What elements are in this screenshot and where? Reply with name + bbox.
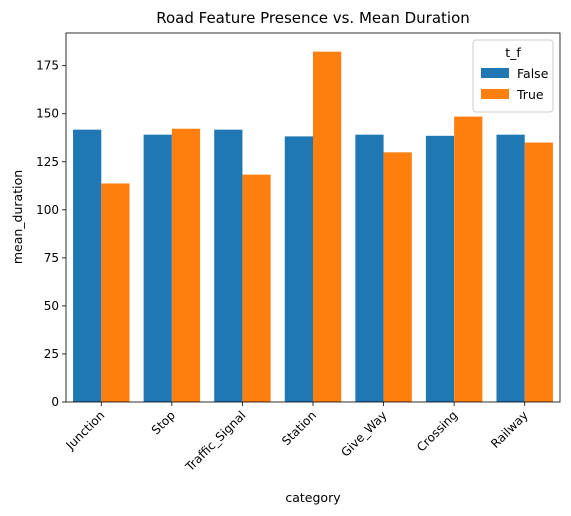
x-ticks: Junction Stop Traffic_Signal Station Give_Wa…	[63, 402, 531, 475]
bar-stop-false	[143, 134, 172, 403]
legend: t_f False True	[472, 39, 554, 113]
bar-give_way-false	[355, 134, 384, 403]
y-ticks: 0 25 50 75 100 125 150 175	[36, 59, 66, 409]
x-tick-label: Junction	[63, 408, 108, 453]
bar-station-true	[313, 51, 342, 403]
x-axis-label: category	[285, 490, 341, 505]
bar-crossing-true	[454, 116, 483, 402]
chart-title: Road Feature Presence vs. Mean Duration	[156, 9, 470, 27]
y-axis-label: mean_duration	[10, 170, 25, 264]
y-tick-label: 100	[36, 203, 59, 217]
bar-railway-false	[496, 134, 525, 403]
bar-traffic_signal-true	[242, 174, 271, 402]
bar-junction-true	[101, 183, 130, 402]
legend-label-false: False	[517, 66, 549, 81]
x-tick-label: Give_Way	[338, 408, 389, 459]
x-tick-label: Stop	[149, 408, 178, 437]
legend-label-true: True	[516, 87, 544, 102]
bar-stop-true	[171, 128, 201, 402]
bar-railway-true	[524, 142, 553, 402]
bar-station-false	[284, 136, 313, 402]
y-tick-label: 125	[36, 155, 59, 169]
bar-junction-false	[73, 129, 102, 402]
x-tick-label: Station	[279, 408, 319, 448]
bar-give_way-true	[383, 152, 412, 402]
y-tick-label: 25	[44, 347, 59, 361]
y-tick-label: 75	[44, 251, 59, 265]
bar-crossing-false	[425, 135, 455, 402]
legend-swatch-true	[481, 89, 509, 99]
y-tick-label: 175	[36, 59, 59, 73]
y-tick-label: 150	[36, 107, 59, 121]
bar-traffic_signal-false	[214, 129, 243, 402]
x-tick-label: Crossing	[414, 408, 460, 454]
x-tick-label: Railway	[488, 408, 531, 451]
y-tick-label: 50	[44, 299, 59, 313]
bars-layer	[73, 51, 553, 403]
legend-title: t_f	[505, 45, 521, 60]
y-tick-label: 0	[51, 395, 59, 409]
x-tick-label: Traffic_Signal	[182, 408, 248, 474]
legend-swatch-false	[481, 68, 509, 78]
